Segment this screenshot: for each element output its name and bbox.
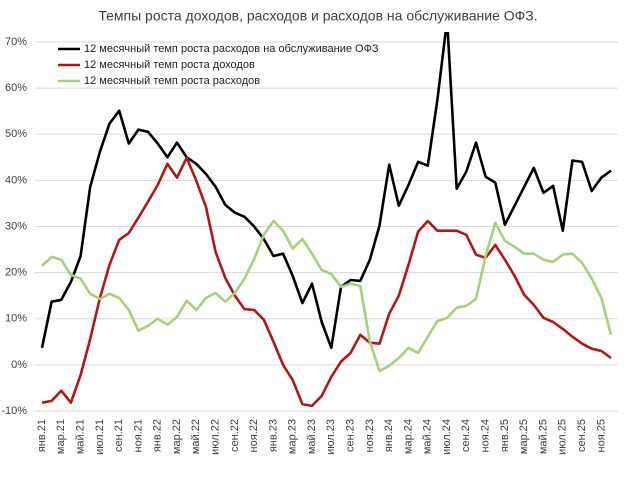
x-tick-label: ноя.22 (248, 419, 260, 452)
x-tick-label: янв.21 (36, 419, 48, 452)
y-tick-label: 70% (5, 36, 27, 48)
y-tick-label: 60% (5, 82, 27, 94)
x-tick-label: янв.22 (152, 419, 164, 452)
legend-label: 12 месячный темп роста расходов (84, 75, 260, 87)
series-line (40, 32, 612, 350)
legend-label: 12 месячный темп роста доходов (84, 59, 255, 71)
x-tick-label: ноя.23 (364, 419, 376, 452)
x-tick-label: июл.23 (325, 419, 337, 455)
x-tick-label: май.23 (306, 419, 318, 454)
y-tick-label: 30% (5, 220, 27, 232)
x-tick-label: июл.25 (557, 419, 569, 455)
x-tick-label: сен.22 (229, 419, 241, 452)
x-tick-label: мар.24 (402, 419, 414, 454)
x-tick-label: сен.21 (113, 419, 125, 452)
x-tick-label: сен.24 (460, 419, 472, 452)
x-tick-label: мар.25 (518, 419, 530, 454)
y-tick-label: 0% (11, 359, 27, 371)
x-tick-label: май.24 (422, 419, 434, 454)
y-tick-label: -10% (1, 405, 27, 417)
series-line (41, 156, 612, 408)
y-tick-label: 40% (5, 174, 27, 186)
legend-label: 12 месячный темп роста расходов на обслу… (84, 43, 379, 55)
x-tick-label: янв.23 (267, 419, 279, 452)
x-tick-label: сен.25 (576, 419, 588, 452)
x-tick-label: май.22 (190, 419, 202, 454)
series-line (41, 219, 613, 373)
y-tick-label: 20% (5, 267, 27, 279)
x-tick-label: сен.23 (345, 419, 357, 452)
x-tick-label: май.21 (74, 419, 86, 454)
x-tick-label: янв.25 (499, 419, 511, 452)
chart-title: Темпы роста доходов, расходов и расходов… (98, 8, 537, 24)
x-tick-label: июл.21 (94, 419, 106, 455)
y-tick-label: 50% (5, 128, 27, 140)
y-tick-label: 10% (5, 313, 27, 325)
x-tick-label: мар.21 (55, 419, 67, 454)
x-tick-label: ноя.24 (480, 419, 492, 452)
x-tick-label: ноя.25 (595, 419, 607, 452)
x-tick-label: июл.24 (441, 419, 453, 455)
x-tick-label: июл.22 (209, 419, 221, 455)
plot-area (40, 32, 613, 408)
x-tick-label: мар.22 (171, 419, 183, 454)
x-tick-label: янв.24 (383, 419, 395, 452)
x-tick-label: май.25 (537, 419, 549, 454)
x-tick-label: ноя.21 (132, 419, 144, 452)
x-tick-label: мар.23 (287, 419, 299, 454)
